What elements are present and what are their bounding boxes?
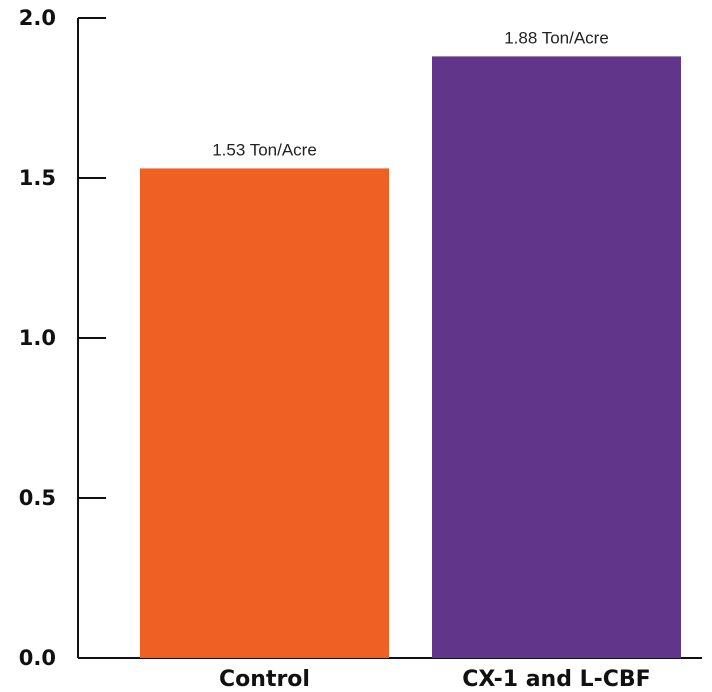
y-axis-ticks: 0.0 0.5 1.0 1.5 2.0 bbox=[19, 6, 106, 670]
y-tick-label: 0.5 bbox=[19, 486, 56, 510]
category-labels: Control CX-1 and L-CBF bbox=[219, 667, 651, 692]
bar-data-label: 1.88 Ton/Acre bbox=[504, 28, 609, 47]
x-category-label: Control bbox=[219, 667, 310, 692]
y-tick-label: 2.0 bbox=[19, 6, 56, 30]
bar-series bbox=[140, 56, 681, 658]
bar-cx-1-and-l-cbf bbox=[432, 56, 681, 658]
bar-data-label: 1.53 Ton/Acre bbox=[212, 140, 317, 159]
bar-control bbox=[140, 168, 389, 658]
y-tick-label: 1.5 bbox=[19, 166, 56, 190]
x-category-label: CX-1 and L-CBF bbox=[462, 667, 650, 692]
y-tick-label: 0.0 bbox=[19, 646, 56, 670]
y-tick-label: 1.0 bbox=[19, 326, 56, 350]
data-labels: 1.53 Ton/Acre 1.88 Ton/Acre bbox=[212, 28, 609, 159]
